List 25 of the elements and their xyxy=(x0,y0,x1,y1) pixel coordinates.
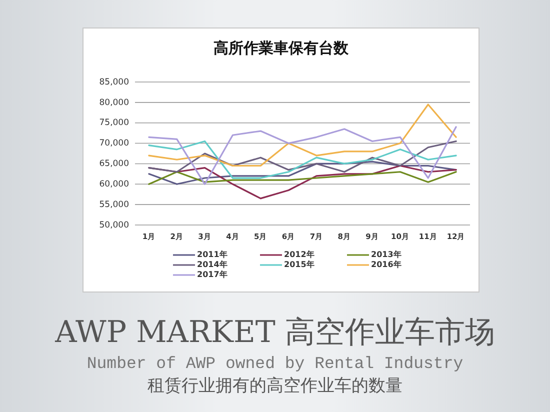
line-series xyxy=(148,140,457,179)
legend-label: 2013年 xyxy=(371,250,402,260)
legend-label: 2016年 xyxy=(371,260,402,270)
text: AWP MARKET 高空作业车市场 xyxy=(54,315,495,350)
y-tick-label: 85,000 xyxy=(99,77,129,88)
y-tick-label: 65,000 xyxy=(99,159,129,170)
chart-title: 高所作業車保有台数 xyxy=(214,39,350,57)
legend-label: 2015年 xyxy=(284,260,314,270)
line-series xyxy=(148,140,457,173)
legend-label: 2011年 xyxy=(197,250,228,260)
legend-label: 2014年 xyxy=(197,260,228,270)
y-tick-label: 70,000 xyxy=(99,138,129,149)
y-tick-label: 60,000 xyxy=(99,179,129,190)
line-series xyxy=(148,171,457,185)
y-tick-label: 80,000 xyxy=(99,98,129,108)
line-series xyxy=(148,126,457,185)
line-series xyxy=(148,160,457,185)
legend-label: 2012年 xyxy=(284,250,314,260)
legend-label: 2017年 xyxy=(197,270,228,280)
y-tick-label: 55,000 xyxy=(99,200,129,210)
text: Number of AWP owned by Rental Industry xyxy=(86,354,464,373)
text: 租赁行业拥有的高空作业车的数量 xyxy=(148,376,402,396)
line-series xyxy=(148,104,457,167)
y-tick-label: 75,000 xyxy=(99,118,129,128)
y-tick-label: 50,000 xyxy=(99,220,129,230)
